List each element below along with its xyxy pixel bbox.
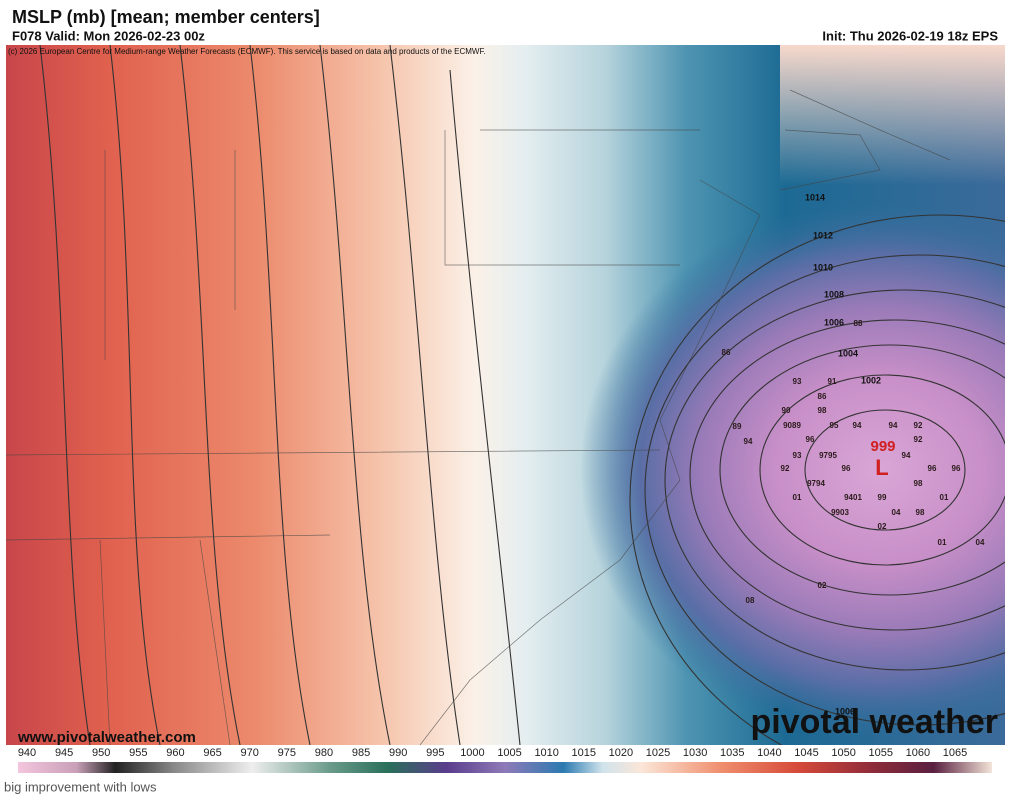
member-center: 04 [976, 538, 985, 547]
member-center: 91 [828, 377, 837, 386]
colorbar-label: 1030 [683, 747, 707, 759]
colorbar-label: 990 [389, 747, 407, 759]
isobar-label: 1008 [824, 289, 844, 299]
colorbar-label: 1045 [794, 747, 818, 759]
member-center: 98 [818, 406, 827, 415]
colorbar-label: 1015 [572, 747, 596, 759]
member-center: 04 [892, 508, 901, 517]
member-center: 98 [914, 479, 923, 488]
member-center: 89 [733, 422, 742, 431]
member-center: 86 [722, 348, 731, 357]
member-center: 93 [793, 377, 802, 386]
member-center: 08 [746, 596, 755, 605]
member-center: 01 [938, 538, 947, 547]
colorbar-label: 970 [241, 747, 259, 759]
colorbar-label: 1050 [831, 747, 855, 759]
colorbar-label: 980 [315, 747, 333, 759]
member-center: 92 [914, 421, 923, 430]
colorbar-label: 950 [92, 747, 110, 759]
map-labels: 1014 1012 1010 1008 1006 1004 1002 1006 88 86 93 91… [722, 192, 985, 716]
isobar-label: 1004 [838, 348, 858, 358]
member-center: 96 [928, 464, 937, 473]
member-center: 02 [818, 581, 827, 590]
member-center: 86 [818, 392, 827, 401]
colorbar-label: 955 [129, 747, 147, 759]
member-center: 94 [889, 421, 898, 430]
member-center: 92 [781, 464, 790, 473]
colorbar-label: 1040 [757, 747, 781, 759]
isobar-label: 1010 [813, 262, 833, 272]
member-center: 88 [854, 319, 863, 328]
logo: pivotal weather [750, 703, 998, 741]
member-center: 01 [940, 493, 949, 502]
colorbar-label: 945 [55, 747, 73, 759]
member-center: 01 [793, 493, 802, 502]
colorbar-label: 985 [352, 747, 370, 759]
member-center: 96 [806, 435, 815, 444]
colorbar-label: 940 [18, 747, 36, 759]
colorbar [18, 762, 992, 773]
isobar-label: 1012 [813, 230, 833, 240]
isobar-label: 1014 [805, 192, 825, 202]
colorbar-label: 1025 [646, 747, 670, 759]
colorbar-label: 1060 [906, 747, 930, 759]
member-center: 90 [782, 406, 791, 415]
colorbar-label: 1035 [720, 747, 744, 759]
caption: big improvement with lows [4, 779, 157, 794]
low-pressure: 999 [870, 438, 895, 455]
member-center: 9903 [831, 508, 849, 517]
member-center: 02 [878, 522, 887, 531]
isobar-label: 1006 [824, 317, 844, 327]
init-time: Init: Thu 2026-02-19 18z EPS [822, 28, 998, 43]
member-center: 9089 [783, 421, 801, 430]
member-center: 92 [914, 435, 923, 444]
credit: (c) 2026 European Centre for Medium-rang… [8, 47, 486, 56]
map-title: MSLP (mb) [mean; member centers] [12, 7, 320, 27]
member-center: 99 [878, 493, 887, 502]
isobar-label: 1002 [861, 375, 881, 385]
member-center: 9794 [807, 479, 825, 488]
valid-time: F078 Valid: Mon 2026-02-23 00z [12, 28, 205, 43]
member-center: 98 [916, 508, 925, 517]
colorbar-label: 1000 [460, 747, 484, 759]
colorbar-label: 1065 [943, 747, 967, 759]
colorbar-label: 995 [426, 747, 444, 759]
member-center: 9795 [819, 451, 837, 460]
colorbar-label: 965 [203, 747, 221, 759]
member-center: 94 [902, 451, 911, 460]
member-center: 95 [830, 421, 839, 430]
map [6, 45, 1005, 745]
member-center: 94 [744, 437, 753, 446]
colorbar-labels: 940 945 950 955 960 965 970 975 980 985 990 995 1000… [18, 747, 967, 759]
colorbar-label: 975 [278, 747, 296, 759]
colorbar-label: 1005 [497, 747, 521, 759]
colorbar-label: 1055 [869, 747, 893, 759]
member-center: 9401 [844, 493, 862, 502]
low-symbol: L [875, 455, 888, 480]
isobar-label: 1006 [835, 706, 855, 716]
colorbar-label: 960 [166, 747, 184, 759]
member-center: 94 [853, 421, 862, 430]
member-center: 93 [793, 451, 802, 460]
member-center: 96 [952, 464, 961, 473]
member-center: 96 [842, 464, 851, 473]
watermark: www.pivotalweather.com [17, 729, 196, 746]
colorbar-label: 1010 [534, 747, 558, 759]
colorbar-label: 1020 [609, 747, 633, 759]
